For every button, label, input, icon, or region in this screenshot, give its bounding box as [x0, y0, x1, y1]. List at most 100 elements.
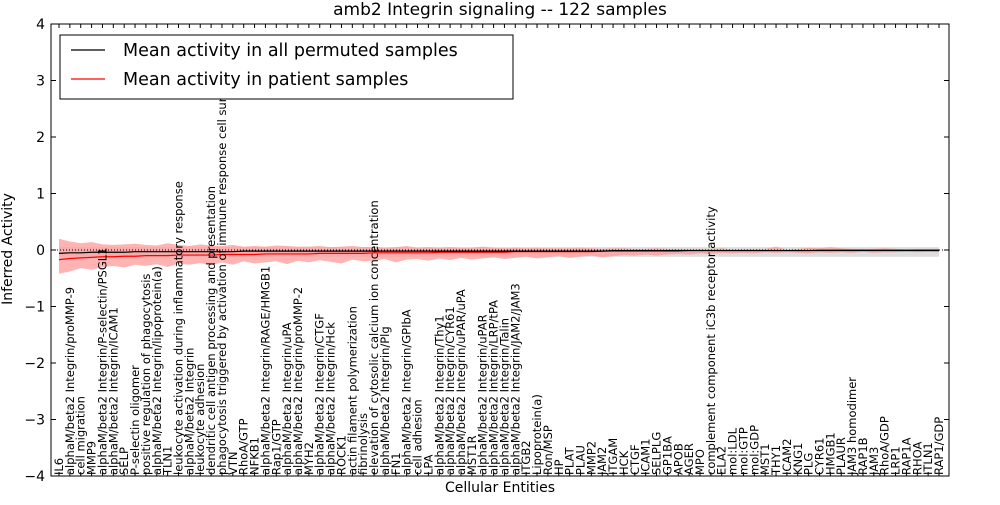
- x-tick-label: ROCK1: [334, 435, 348, 475]
- x-tick-label: alphaM/beta2 Integrin: [182, 348, 196, 475]
- x-tick-label: SELPLG: [650, 432, 664, 475]
- x-tick-label: mol:GTP: [736, 427, 750, 475]
- x-tick-label: GP1BA: [660, 436, 674, 475]
- x-tick-label: CYR61: [812, 438, 826, 475]
- x-tick-label: ICAM2: [780, 438, 794, 475]
- patient-band: [59, 238, 939, 274]
- x-tick-label: alphaM/beta2 Integrin/uPA: [280, 322, 294, 475]
- x-tick-label: RHOA: [910, 442, 924, 475]
- x-tick-label: alphaM/beta2 Integrin/JAM2/JAM3: [508, 283, 522, 475]
- x-tick-label: ELA2: [715, 446, 729, 475]
- x-tick-label: ITGB2: [519, 440, 533, 475]
- legend-box: [59, 34, 514, 100]
- x-tick-label: RAP1B: [856, 437, 870, 475]
- x-tick-label: alphaM/beta2 Integrin/proMMP-9: [63, 287, 77, 475]
- x-tick-label: PLAT: [563, 446, 577, 475]
- x-tick-label: complement component iC3b receptor activ…: [704, 206, 718, 475]
- x-tick-label: LRP1: [889, 446, 903, 475]
- x-tick-label: SELP: [117, 447, 131, 475]
- x-tick-label: alphaM/beta2 Integrin/Thy1: [432, 315, 446, 475]
- x-tick-label: VTN: [226, 452, 240, 476]
- y-tick-label: −1: [24, 300, 45, 316]
- x-axis-label: Cellular Entities: [445, 480, 555, 496]
- x-tick-label: alphaM/beta2 Integrin/Talin: [497, 318, 511, 475]
- x-tick-label: Ron/MSP: [541, 425, 555, 475]
- x-tick-label: JAM3: [867, 447, 881, 476]
- x-tick-label: TLN1: [161, 446, 175, 476]
- x-tick-label: elevation of cytosolic calcium ion conce…: [367, 200, 381, 475]
- y-tick-label: −3: [24, 413, 45, 429]
- y-tick-label: 4: [36, 17, 45, 33]
- x-tick-label: leukocyte adhesion: [193, 364, 207, 475]
- y-tick-label: 3: [36, 74, 45, 90]
- chart-title: amb2 Integrin signaling -- 122 samples: [333, 0, 667, 20]
- x-tick-label: mol:GDP: [747, 425, 761, 475]
- x-tick-label: RhoA/GTP: [237, 418, 251, 475]
- x-tick-label: alphaM/beta2 Integrin/GPIbA: [400, 309, 414, 475]
- x-tick-label: FN1: [389, 452, 403, 475]
- x-tick-label: alphaM/beta2 Integrin/proMMP-2: [291, 287, 305, 475]
- x-tick-label: RAP1A: [899, 437, 913, 475]
- x-tick-label: alphaM/beta2 Integrin/Hck: [324, 322, 338, 475]
- y-tick-label: 1: [36, 187, 45, 203]
- y-tick-label: 0: [36, 243, 45, 259]
- x-tick-label: alphaM/beta2 Integrin/uPAR: [476, 314, 490, 475]
- x-tick-label: alphaM/beta2 Integrin/uPAR/uPA: [454, 289, 468, 475]
- x-tick-label: RhoA/GDP: [878, 416, 892, 475]
- x-tick-label: alphaM/beta2 Integrin/P-selectin/PSGL1: [95, 248, 109, 475]
- x-tick-label: KNG1: [791, 443, 805, 475]
- x-tick-label: cell migration: [74, 396, 88, 475]
- legend: Mean activity in all permuted samples Me…: [59, 34, 514, 100]
- x-tick-label: Rap1/GTP: [269, 419, 283, 475]
- x-tick-label: HP: [552, 459, 566, 475]
- x-tick-label: RAP1/GDP: [932, 417, 946, 475]
- plot-area: [51, 238, 949, 274]
- x-tick-label: ITLN1: [921, 442, 935, 475]
- x-tick-label: JAM3 homodimer: [845, 377, 859, 476]
- x-tick-label: IL6: [52, 458, 66, 475]
- x-tick-label: alphaM/beta2 Integrin/CYR61: [443, 306, 457, 475]
- x-tick-label: MYH2: [302, 442, 316, 475]
- x-tick-label: P-selectin oligomer: [128, 365, 142, 475]
- x-tick-label: NFKB1: [248, 437, 262, 475]
- x-tick-label: MMP2: [584, 441, 598, 475]
- x-tick-label: MMP9: [85, 441, 99, 475]
- legend-label-patient: Mean activity in patient samples: [123, 70, 408, 90]
- x-tick-label: AGER: [682, 443, 696, 475]
- x-tick-label: CTGF: [628, 444, 642, 475]
- y-tick-label: −4: [24, 469, 45, 485]
- x-tick-label: MST1: [758, 443, 772, 475]
- x-tick-label: HCK: [617, 450, 631, 475]
- axes: −4 −3 −2 −1 0 1 2 3 4: [24, 17, 950, 485]
- x-tick-label: MST1R: [465, 435, 479, 475]
- x-tick-label: JAM2: [595, 447, 609, 476]
- x-tick-label: alphaM/beta2 Integrin/CTGF: [313, 313, 327, 475]
- x-tick-label: MPO: [693, 449, 707, 475]
- x-tick-label: PLAUR: [834, 437, 848, 475]
- x-tick-label: PLG: [802, 453, 816, 475]
- series-line-permuted: [58, 249, 939, 254]
- x-tick-label: alphaM/beta2 Integrin/RAGE/HMGB1: [258, 266, 272, 475]
- x-tick-label: THY1: [769, 445, 783, 476]
- x-tick-label: fibrinolysis: [356, 413, 370, 475]
- x-tick-label: ICAM1: [639, 438, 653, 475]
- x-tick-label: cell adhesion: [411, 399, 425, 475]
- x-tick-label: alphaM/beta2 Integrin/ICAM1: [106, 307, 120, 475]
- y-axis-label: Inferred Activity: [0, 193, 16, 305]
- x-tick-label: leukocyte activation during inflammatory…: [172, 181, 186, 475]
- x-tick-label: mol:LDL: [726, 427, 740, 475]
- x-tick-label: ITGAM: [606, 438, 620, 475]
- x-tick-label: APOB: [671, 443, 685, 475]
- x-tick-label: alphaM/beta2 Integrin/lipoprotein(a): [150, 266, 164, 475]
- x-tick-label: alphaM/beta2 Integrin/Plg: [378, 326, 392, 475]
- x-tick-label: PLAU: [573, 445, 587, 475]
- x-tick-label: alphaM/beta2 Integrin/LRP/tPA: [487, 300, 501, 475]
- x-tick-label: phagocytosis triggered by activation of …: [215, 73, 229, 475]
- x-tick-label: HMGB1: [823, 432, 837, 475]
- y-tick-label: 2: [36, 130, 45, 146]
- legend-label-permuted: Mean activity in all permuted samples: [123, 41, 458, 61]
- x-tick-label: dendritic cell antigen processing and pr…: [204, 186, 218, 475]
